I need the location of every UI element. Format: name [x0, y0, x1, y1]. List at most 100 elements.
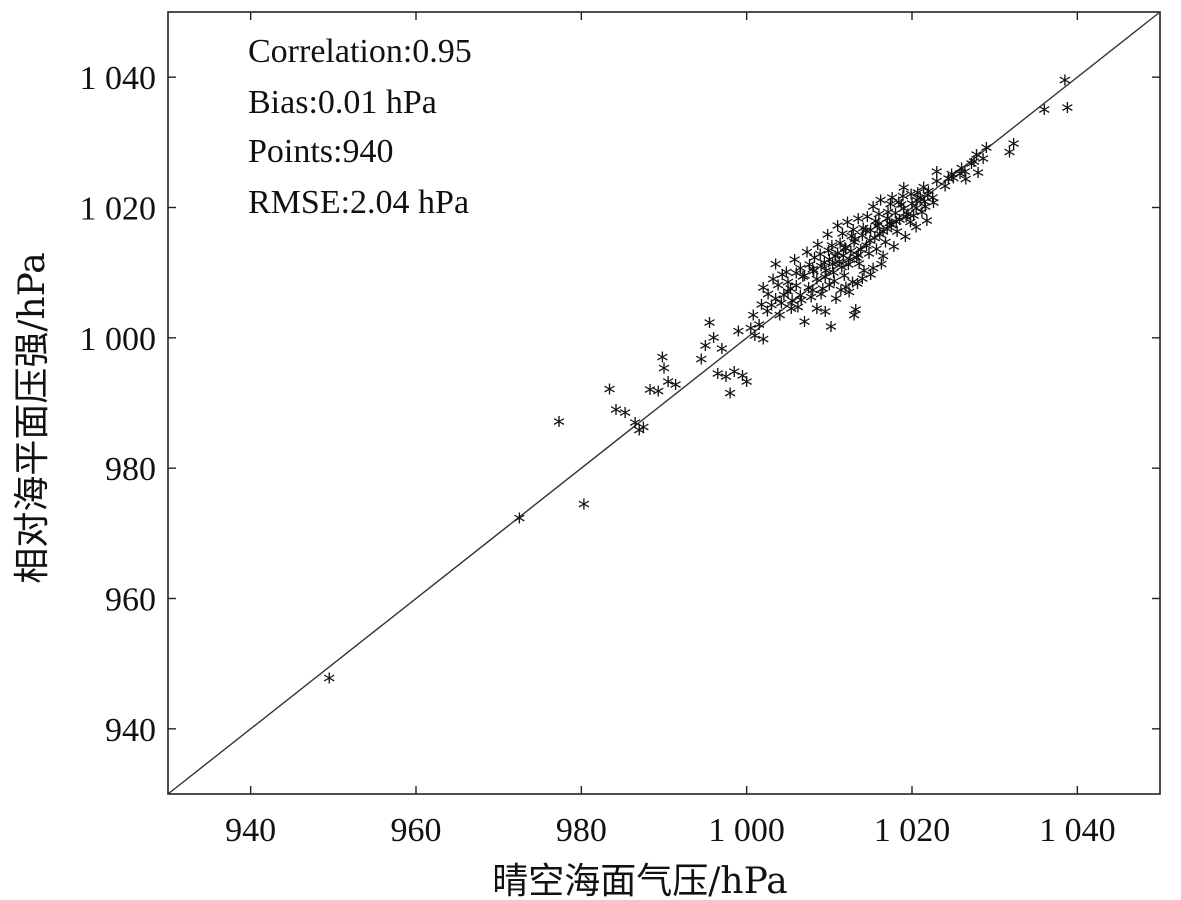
data-point: * — [855, 240, 867, 268]
data-point: * — [877, 247, 889, 275]
data-point: * — [931, 172, 943, 200]
data-point: * — [772, 275, 784, 303]
data-point: * — [834, 234, 846, 262]
data-point: * — [852, 245, 864, 273]
y-tick-label: 1 020 — [80, 191, 157, 228]
data-point: * — [774, 305, 786, 333]
stat-points: Points:940 — [248, 133, 393, 170]
data-point: * — [947, 168, 959, 196]
data-point: * — [849, 230, 861, 258]
data-point: * — [882, 202, 894, 230]
data-point: * — [844, 250, 856, 278]
data-point: * — [871, 217, 883, 245]
data-point: * — [830, 289, 842, 317]
data-point: * — [695, 350, 707, 378]
data-point: * — [828, 271, 840, 299]
data-point: * — [954, 164, 966, 192]
data-point: * — [835, 281, 847, 309]
data-point: * — [829, 247, 841, 275]
y-tick-label: 980 — [105, 451, 156, 488]
data-point: * — [905, 185, 917, 213]
x-tick-label: 1 020 — [874, 812, 951, 849]
data-point: * — [863, 244, 875, 272]
data-point: * — [832, 243, 844, 271]
data-point: * — [877, 222, 889, 250]
data-point: * — [795, 290, 807, 318]
data-points: ****************************************… — [323, 71, 1073, 697]
data-point: * — [885, 195, 897, 223]
data-point: * — [867, 197, 879, 225]
data-point: * — [808, 248, 820, 276]
data-point: * — [853, 254, 865, 282]
data-point: * — [860, 221, 872, 249]
data-point: * — [778, 286, 790, 314]
data-point: * — [874, 224, 886, 252]
data-point: * — [513, 509, 525, 537]
data-point: * — [757, 329, 769, 357]
axis-ticks — [168, 12, 1160, 794]
data-point: * — [814, 245, 826, 273]
data-point: * — [775, 294, 787, 322]
data-point: * — [1008, 134, 1020, 162]
data-point: * — [881, 219, 893, 247]
x-tick-label: 1 040 — [1039, 812, 1116, 849]
data-point: * — [919, 197, 931, 225]
data-point: * — [323, 668, 335, 696]
data-point: * — [716, 339, 728, 367]
data-point: * — [784, 279, 796, 307]
data-point: * — [637, 417, 649, 445]
data-point: * — [708, 328, 720, 356]
data-point: * — [801, 243, 813, 271]
data-point: * — [927, 188, 939, 216]
data-point: * — [652, 382, 664, 410]
data-point: * — [837, 246, 849, 274]
data-point: * — [619, 403, 631, 431]
data-point: * — [838, 266, 850, 294]
data-point: * — [839, 238, 851, 266]
x-axis-title: 晴空海面气压/hPa — [492, 861, 787, 900]
data-point: * — [865, 265, 877, 293]
data-point: * — [922, 185, 934, 213]
data-point: * — [819, 267, 831, 295]
data-point: * — [656, 348, 668, 376]
data-point: * — [823, 241, 835, 269]
data-point: * — [732, 322, 744, 350]
data-point: * — [720, 367, 732, 395]
data-point: * — [893, 193, 905, 221]
data-point: * — [946, 165, 958, 193]
data-point: * — [803, 278, 815, 306]
data-point: * — [1061, 98, 1073, 126]
x-tick-label: 1 000 — [708, 812, 785, 849]
data-point: * — [864, 231, 876, 259]
data-point: * — [817, 279, 829, 307]
data-point: * — [785, 299, 797, 327]
data-point: * — [792, 297, 804, 325]
data-point: * — [904, 213, 916, 241]
data-point: * — [857, 219, 869, 247]
data-point: * — [968, 152, 980, 180]
data-point: * — [861, 207, 873, 235]
data-point: * — [578, 494, 590, 522]
data-point: * — [767, 269, 779, 297]
data-point: * — [898, 199, 910, 227]
data-point: * — [807, 260, 819, 288]
data-point: * — [921, 211, 933, 239]
data-point: * — [956, 159, 968, 187]
data-point: * — [826, 236, 838, 264]
data-point: * — [728, 362, 740, 390]
data-point: * — [972, 163, 984, 191]
data-point: * — [923, 181, 935, 209]
data-point: * — [797, 267, 809, 295]
data-point: * — [770, 289, 782, 317]
data-point: * — [827, 254, 839, 282]
data-point: * — [939, 176, 951, 204]
data-point: * — [790, 276, 802, 304]
data-point: * — [836, 258, 848, 286]
data-point: * — [894, 210, 906, 238]
data-point: * — [837, 224, 849, 252]
data-point: * — [980, 138, 992, 166]
data-point: * — [712, 364, 724, 392]
data-point: * — [891, 222, 903, 250]
data-point: * — [1059, 71, 1071, 99]
data-point: * — [899, 227, 911, 255]
